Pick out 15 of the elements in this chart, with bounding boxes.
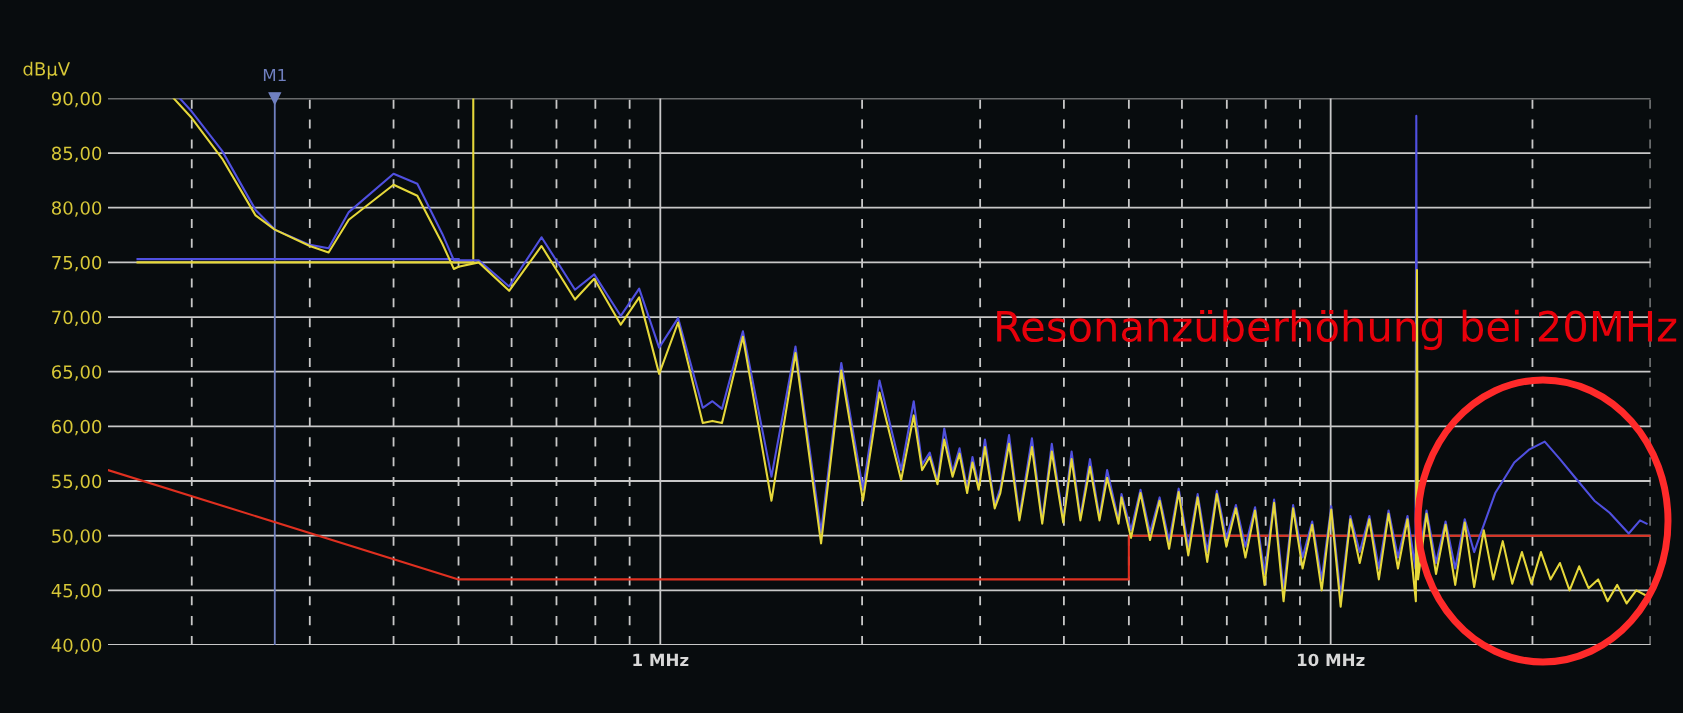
y-tick-label: 45,00 — [51, 583, 102, 600]
ref-line-label: M1 — [263, 68, 286, 82]
x-tick-label: 10 MHz — [1297, 653, 1365, 667]
y-axis-title: dBµV — [23, 61, 70, 80]
y-tick-label: 90,00 — [51, 91, 102, 108]
y-tick-label: 80,00 — [51, 201, 102, 217]
y-tick-label: 85,00 — [51, 146, 102, 163]
y-tick-label: 50,00 — [52, 529, 102, 545]
y-tick-label: 70,00 — [52, 310, 102, 326]
y-tick-label: 65,00 — [52, 365, 102, 381]
y-tick-label: 60,00 — [52, 419, 102, 436]
y-tick-label: 55,00 — [52, 474, 102, 490]
y-tick-label: 40,00 — [51, 638, 102, 654]
x-tick-label: 1 MHz — [633, 653, 689, 666]
y-tick-label: 75,00 — [52, 255, 102, 272]
